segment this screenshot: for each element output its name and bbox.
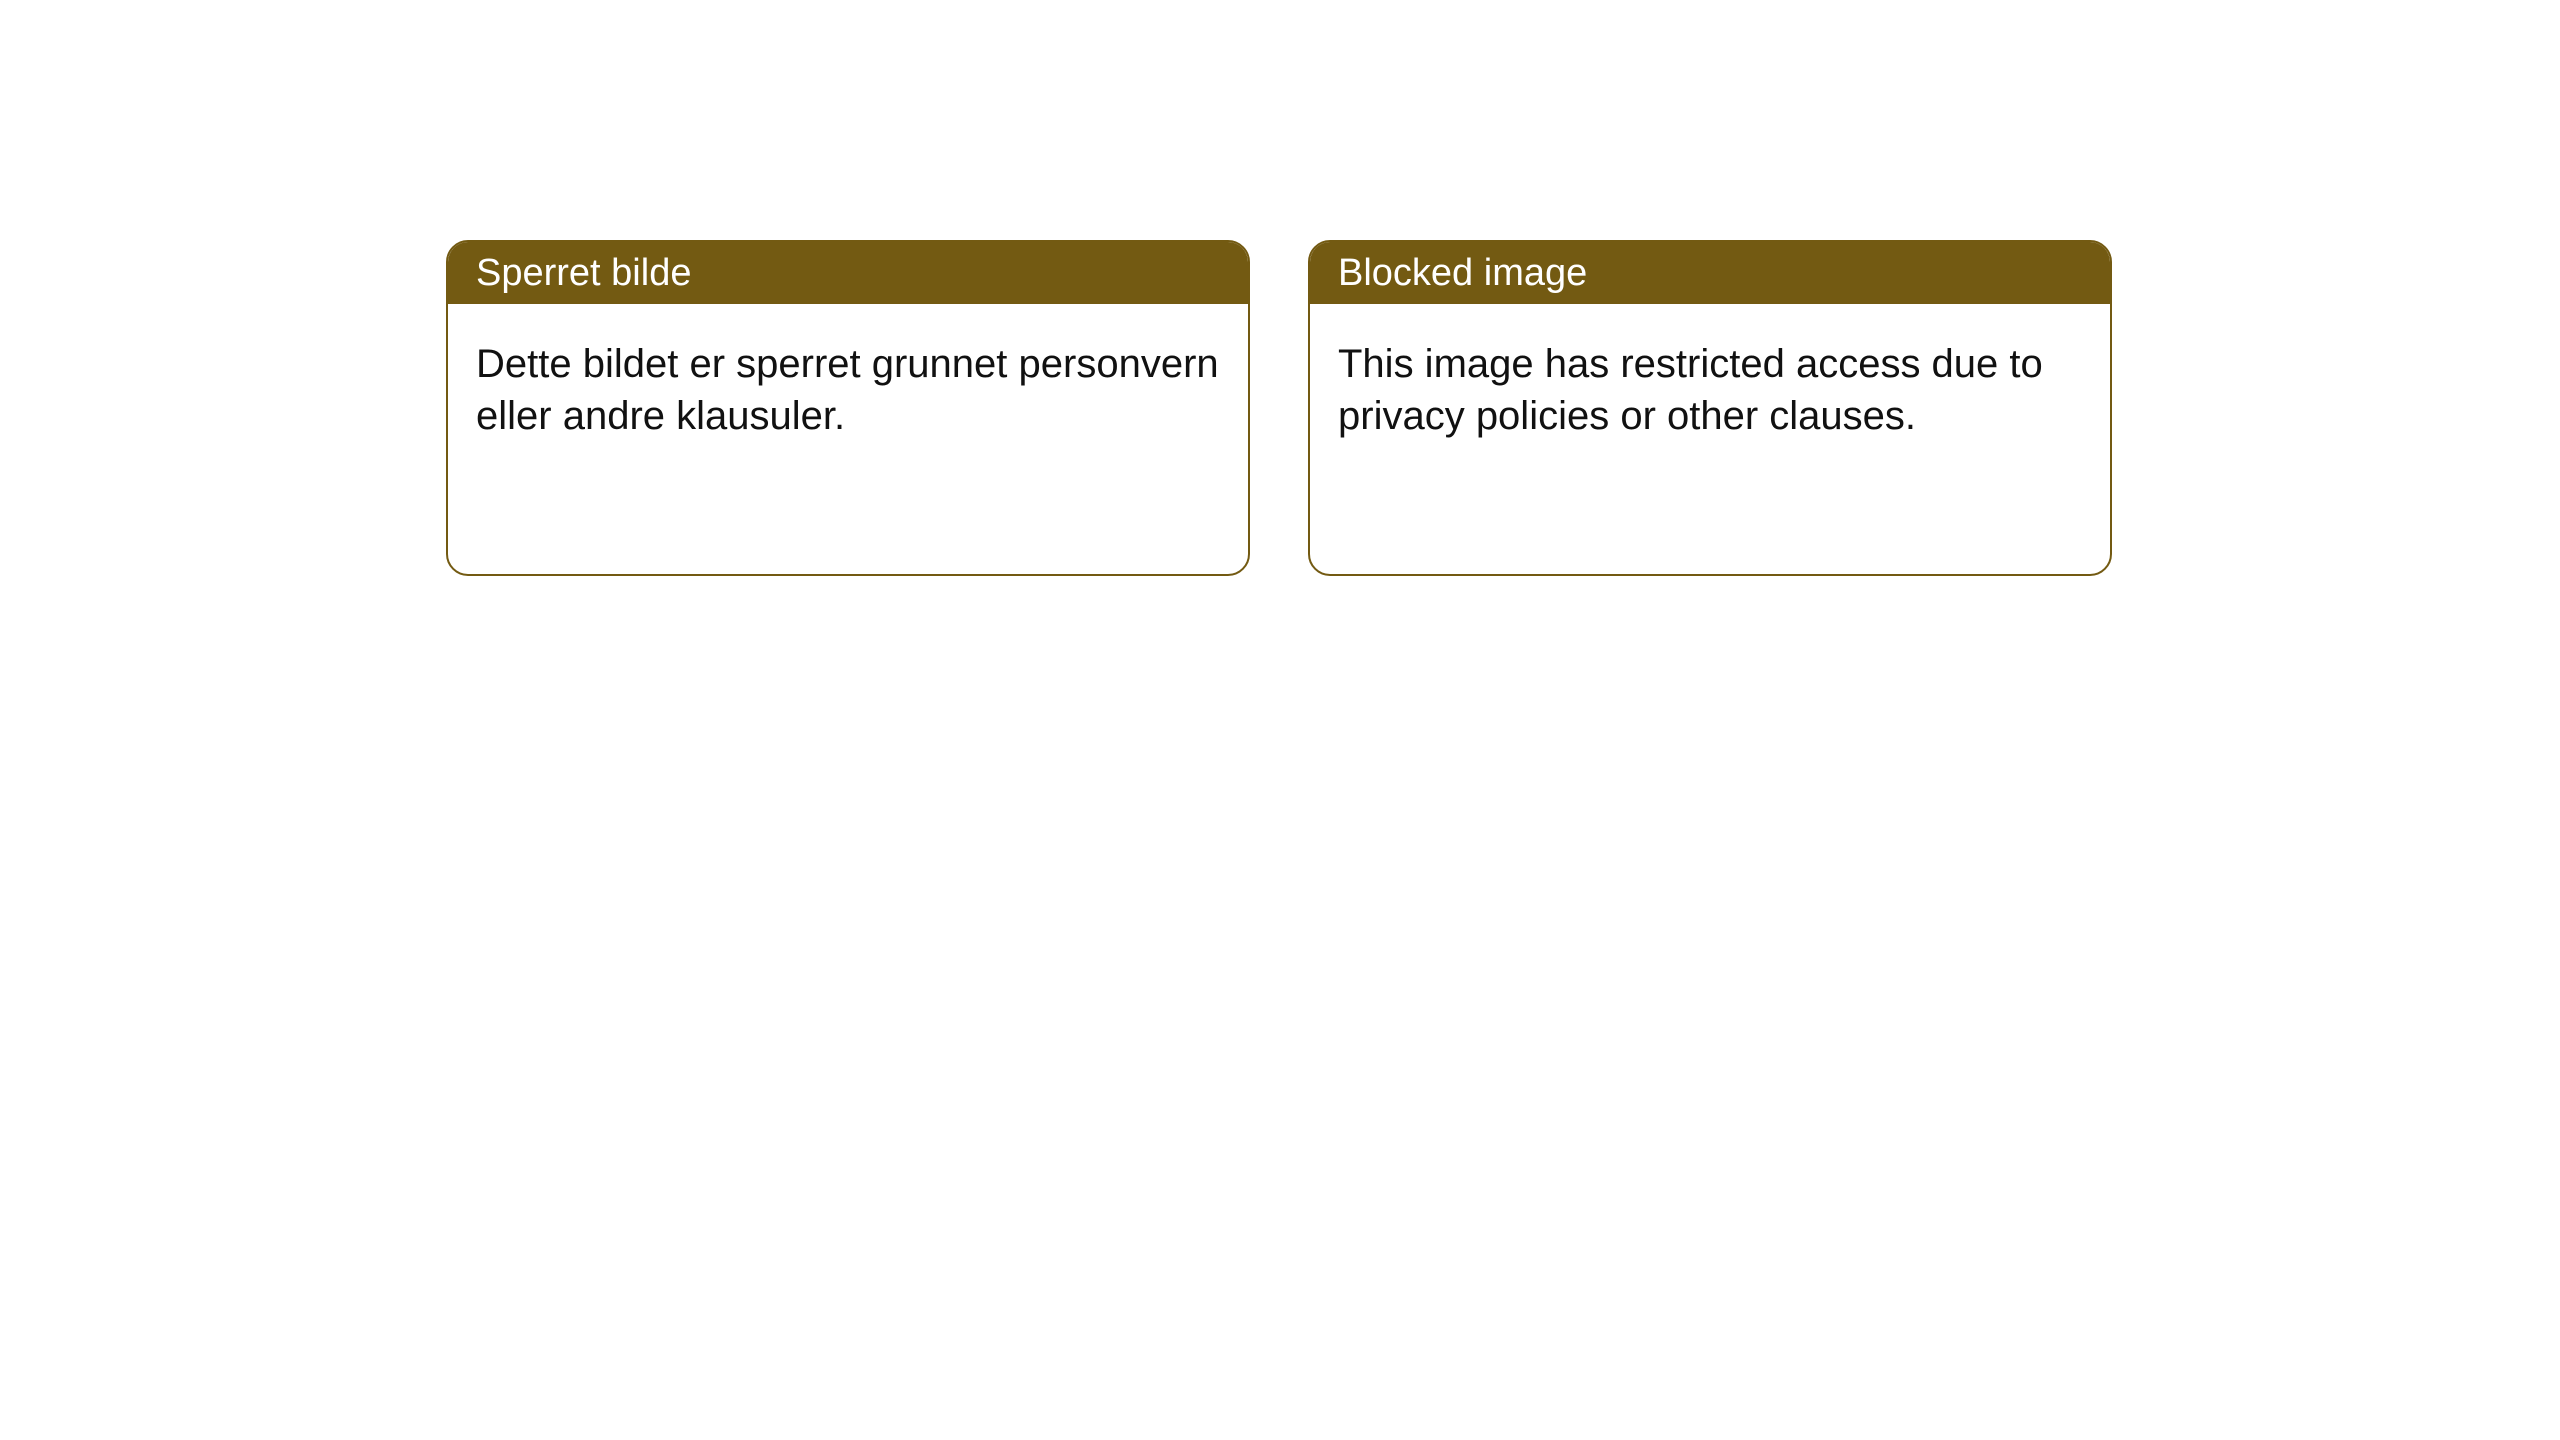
card-title: Blocked image — [1338, 252, 1587, 295]
card-header: Blocked image — [1310, 242, 2110, 304]
notice-card-english: Blocked image This image has restricted … — [1308, 240, 2112, 576]
notice-container: Sperret bilde Dette bildet er sperret gr… — [0, 0, 2560, 576]
card-header: Sperret bilde — [448, 242, 1248, 304]
card-body-text: Dette bildet er sperret grunnet personve… — [476, 342, 1219, 438]
card-body: This image has restricted access due to … — [1310, 304, 2110, 476]
card-body-text: This image has restricted access due to … — [1338, 342, 2043, 438]
card-body: Dette bildet er sperret grunnet personve… — [448, 304, 1248, 476]
card-title: Sperret bilde — [476, 252, 691, 295]
notice-card-norwegian: Sperret bilde Dette bildet er sperret gr… — [446, 240, 1250, 576]
